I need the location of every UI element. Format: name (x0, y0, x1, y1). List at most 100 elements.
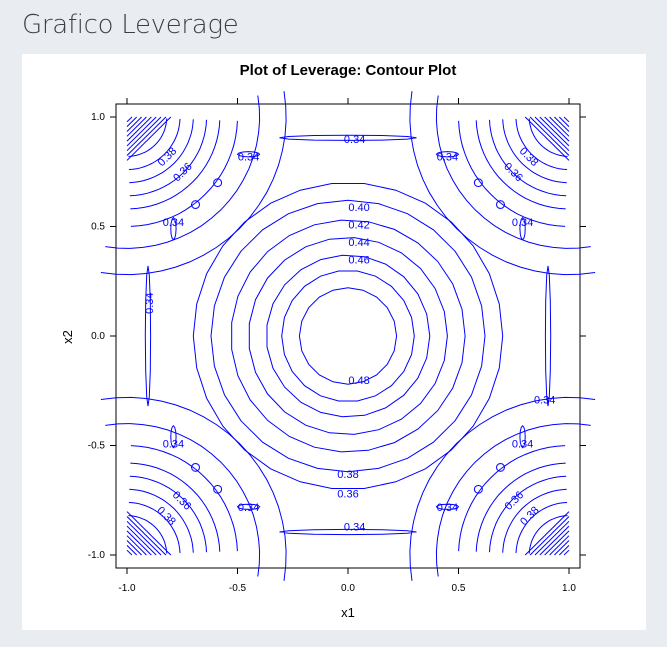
y-tick-label: -0.5 (88, 441, 106, 452)
corner-hatch-line (126, 116, 138, 127)
corner-contour-line (435, 423, 591, 577)
contour-line-0-46 (281, 270, 415, 402)
corner-hatch-line (558, 545, 570, 556)
corner-hatch-line (126, 545, 138, 556)
corner-contour-line (129, 475, 207, 553)
corner-hatch-line (126, 520, 162, 556)
corner-contour-line (475, 462, 566, 552)
corner-contour-line (502, 488, 567, 553)
contour-label: 0.34 (238, 151, 259, 163)
corner-hatch-line (126, 116, 157, 147)
diamond-contour (213, 178, 223, 188)
corner-contour-line (130, 120, 238, 227)
contour-line-0-42 (248, 237, 448, 435)
y-tick-label: 1.0 (91, 112, 105, 123)
contour-label: 0.38 (154, 504, 178, 528)
corner-contour-line (130, 445, 238, 552)
corner-contour-line (489, 119, 567, 197)
y-tick-label: 0.0 (91, 331, 105, 342)
corner-hatch-line (544, 530, 570, 556)
edge-contour-small (435, 151, 460, 158)
contour-label: 0.44 (348, 237, 369, 249)
edge-contour-small (236, 503, 261, 510)
diamond-contour (495, 200, 506, 210)
corner-contour-line (100, 91, 287, 276)
contour-label: 0.46 (348, 254, 369, 266)
corner-contour-line (130, 462, 221, 552)
corner-contour-line (128, 118, 181, 170)
corner-hatch-line (126, 516, 167, 556)
corner-contour-line (100, 396, 287, 581)
corner-hatch-line (549, 116, 570, 137)
corner-hatch-line (524, 511, 570, 556)
edge-contour-right (544, 265, 552, 407)
x-tick-label: 0.5 (452, 583, 466, 594)
diamond-contour (473, 178, 483, 188)
corner-contour-line (105, 95, 261, 249)
corner-contour-line (435, 95, 591, 249)
contour-label: 0.36 (170, 489, 194, 513)
x-tick-label: 1.0 (562, 583, 576, 594)
corner-hatch-line (554, 540, 570, 556)
corner-contour-line (128, 515, 168, 554)
contour-label: 0.34 (163, 438, 184, 450)
contour-label: 0.38 (518, 504, 542, 528)
corner-contour-line (129, 119, 194, 184)
corner-hatch-line (126, 549, 133, 556)
contour-label: 0.36 (503, 489, 527, 513)
corner-contour-line (128, 502, 181, 554)
contour-label: 0.34 (437, 151, 458, 163)
corner-hatch-line (126, 116, 162, 152)
corner-hatch-line (544, 116, 570, 142)
corner-contour-line (129, 488, 194, 553)
contour-line-0-36 (192, 183, 504, 489)
contour-line-0-44 (266, 254, 431, 418)
corner-contour-line (130, 120, 221, 210)
x-axis-label: x1 (341, 605, 355, 620)
contour-label: 0.34 (344, 134, 365, 146)
corner-contour-line (458, 120, 566, 227)
contour-label: 0.34 (437, 502, 458, 514)
corner-contour-line (409, 396, 596, 581)
contour-chart: Plot of Leverage: Contour Plot 0.360.380… (60, 62, 596, 620)
contour-label: 0.38 (337, 469, 358, 481)
contour-label: 0.48 (348, 375, 369, 387)
page-title: Grafico Leverage (22, 10, 239, 40)
corner-hatch-line (126, 530, 152, 556)
corner-contour-line (458, 445, 566, 552)
contour-label: 0.34 (238, 502, 259, 514)
contour-label: 0.34 (144, 292, 156, 313)
corner-hatch-line (563, 549, 570, 556)
corner-hatch-line (126, 116, 167, 156)
corner-hatch-line (126, 540, 142, 556)
corner-hatch-line (126, 535, 147, 556)
corner-contour-line (502, 119, 567, 184)
corner-contour-line (528, 118, 568, 157)
contour-label: 0.42 (348, 219, 369, 231)
corner-hatch-line (563, 116, 570, 123)
x-tick-label: 0.0 (341, 583, 355, 594)
corner-hatch-line (524, 116, 570, 161)
y-tick-label: -1.0 (88, 550, 106, 561)
edge-contour-bottom (279, 528, 417, 536)
corner-hatch-line (554, 116, 570, 132)
corner-hatch-line (529, 516, 570, 556)
contour-label: 0.40 (348, 202, 369, 214)
corner-hatch-line (126, 116, 152, 142)
axes: -1.0 -1.0 -0.5 -0.5 0.0 0.0 0.5 0.5 1.0 1.0 (88, 98, 586, 594)
edge-contour-small (519, 216, 526, 241)
contour-label: 0.34 (163, 217, 184, 229)
edge-contour-small (236, 151, 261, 158)
edge-contour-small (170, 425, 177, 449)
x-tick-label: -1.0 (118, 583, 136, 594)
diamond-contour (190, 462, 201, 472)
corner-contour-line (409, 91, 596, 276)
diamond-contour (190, 200, 201, 210)
corner-contour-line (475, 120, 566, 210)
corner-hatch-line (126, 511, 172, 556)
corner-hatch-line (558, 116, 570, 127)
contour-line-0-48 (298, 287, 398, 385)
edge-contour-left (144, 265, 152, 407)
y-axis-label: x2 (60, 330, 75, 344)
contour-label: 0.34 (512, 438, 533, 450)
